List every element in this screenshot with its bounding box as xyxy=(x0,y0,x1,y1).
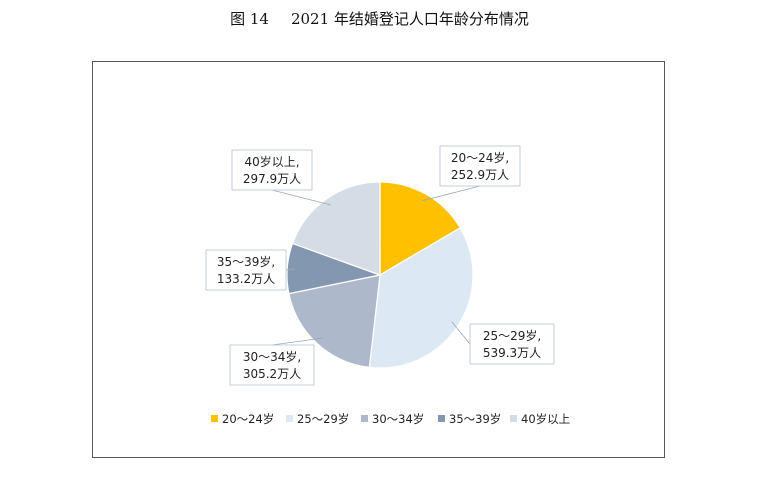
data-label-value: 297.9万人 xyxy=(243,172,301,186)
legend-label: 20～24岁 xyxy=(222,412,274,426)
data-label-category: 30～34岁, xyxy=(243,349,301,364)
data-label-value: 252.9万人 xyxy=(451,168,509,182)
leader-lines xyxy=(271,185,481,346)
legend-label: 30～34岁 xyxy=(372,412,424,426)
figure-title-text: 2021 年结婚登记人口年龄分布情况 xyxy=(290,10,529,28)
data-label-category: 35～39岁, xyxy=(217,254,275,269)
data-label-category: 25～29岁, xyxy=(483,328,541,343)
figure-title: 图 14 2021 年结婚登记人口年龄分布情况 xyxy=(0,8,759,29)
legend-swatch xyxy=(510,415,517,422)
legend-label: 35～39岁 xyxy=(449,412,501,426)
pie-slice xyxy=(368,227,474,369)
leader-line xyxy=(271,189,331,206)
data-label-category: 40岁以上, xyxy=(244,154,299,169)
pie-slice xyxy=(379,181,462,277)
legend-swatch xyxy=(438,415,445,422)
leader-line xyxy=(285,268,295,271)
data-label-category: 20～24岁, xyxy=(451,150,509,165)
data-label-box xyxy=(205,249,287,291)
data-label-box xyxy=(231,149,313,191)
data-label-value: 305.2万人 xyxy=(243,367,301,381)
leader-line xyxy=(422,185,481,202)
pie-slice xyxy=(291,181,381,276)
pie-slice xyxy=(288,274,381,369)
legend-label: 40岁以上 xyxy=(521,412,570,426)
legend-label: 25～29岁 xyxy=(297,412,349,426)
leader-line xyxy=(451,321,471,345)
legend-swatch xyxy=(361,415,368,422)
leader-line xyxy=(271,337,323,346)
legend: 20～24岁 25～29岁 30～34岁 35～39岁 40岁以上 xyxy=(211,412,570,426)
data-label-value: 133.2万人 xyxy=(217,272,275,286)
legend-swatch xyxy=(211,415,218,422)
legend-swatch xyxy=(286,415,293,422)
pie-slices xyxy=(286,181,474,369)
data-labels: 20～24岁, 252.9万人 25～29岁, 539.3万人 30～34岁, 305.2… xyxy=(205,145,555,386)
data-label-box xyxy=(439,145,521,187)
data-label-value: 539.3万人 xyxy=(483,346,541,360)
data-label-box xyxy=(469,323,555,365)
data-label-box xyxy=(229,344,315,386)
figure-number: 图 14 xyxy=(230,10,269,28)
